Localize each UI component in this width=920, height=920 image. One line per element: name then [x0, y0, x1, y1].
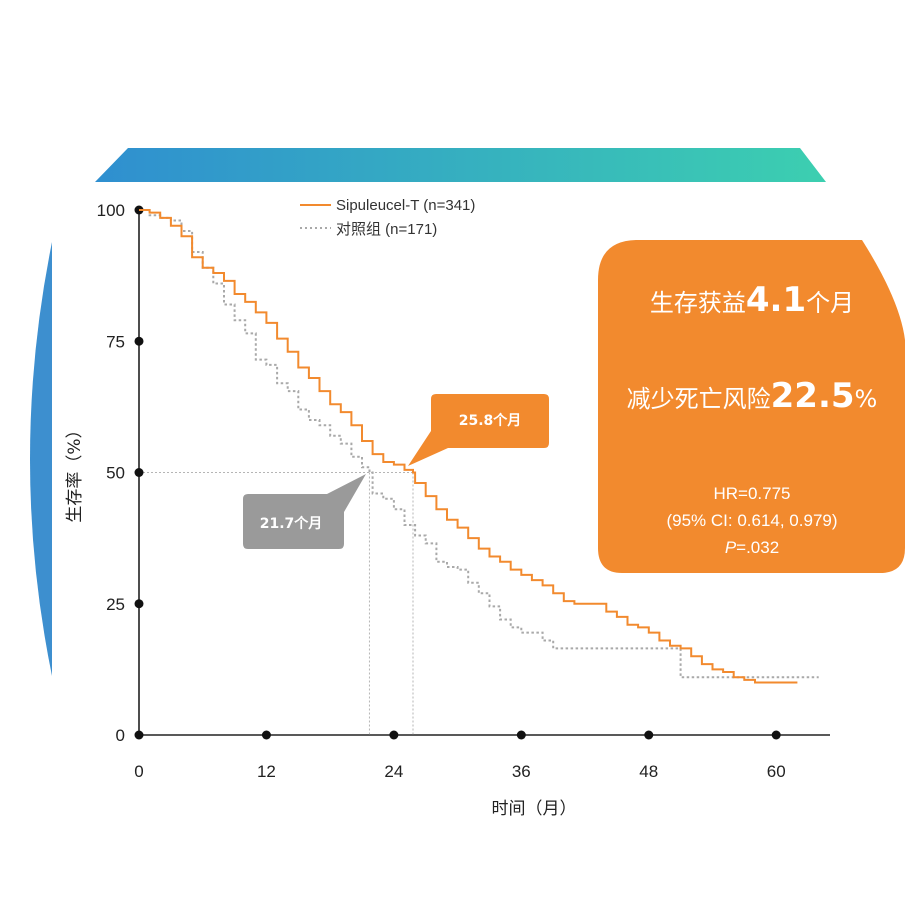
axis-ticks: 0 25 50 75 100 0 12 24 36 48 60 — [97, 201, 786, 781]
y-tick-dot — [134, 599, 144, 609]
x-axis-title: 时间（月） — [492, 799, 577, 819]
decorative-top-banner — [95, 148, 826, 182]
hazard-ratio-text: HR=0.775 — [713, 484, 790, 503]
callout-text-control: 21.7个月 — [260, 515, 323, 532]
y-tick-label: 75 — [106, 332, 125, 351]
median-reference-lines — [139, 472, 414, 735]
y-tick-dot — [134, 336, 144, 346]
callout-box-orange — [408, 394, 549, 466]
y-tick-label: 25 — [106, 595, 125, 614]
x-tick-label: 60 — [767, 762, 786, 781]
confidence-interval-text: (95% CI: 0.614, 0.979) — [666, 511, 837, 530]
y-tick-label: 100 — [97, 201, 125, 220]
x-tick-label: 0 — [134, 762, 143, 781]
median-callout-control: 21.7个月 — [243, 474, 366, 549]
x-tick-label: 36 — [512, 762, 531, 781]
y-tick-label: 0 — [116, 726, 125, 745]
decorative-side-arc — [30, 242, 52, 676]
x-tick-dot — [644, 730, 654, 740]
x-tick-dot — [771, 730, 781, 740]
callout-box-gray — [243, 474, 366, 549]
survival-curves — [139, 209, 819, 684]
y-tick-dot — [134, 730, 144, 740]
x-tick-label: 12 — [257, 762, 276, 781]
legend-label-sipuleucel: Sipuleucel-T (n=341) — [336, 197, 475, 214]
stats-box: 生存获益4.1个月 减少死亡风险22.5% HR=0.775 (95% CI: … — [598, 240, 905, 573]
y-tick-dot — [134, 468, 144, 477]
survival-benefit-text: 生存获益4.1个月 — [650, 280, 854, 320]
control-curve — [139, 209, 819, 679]
x-tick-dot — [261, 730, 271, 740]
legend: Sipuleucel-T (n=341) 对照组 (n=171) — [300, 197, 475, 238]
x-tick-label: 24 — [384, 762, 403, 781]
stats-box-background — [598, 240, 905, 573]
y-tick-label: 50 — [106, 464, 125, 483]
x-tick-label: 48 — [639, 762, 658, 781]
callout-text-sipuleucel: 25.8个月 — [459, 412, 522, 429]
p-value-text: P=.032 — [725, 538, 779, 557]
sipuleucel-curve — [139, 209, 798, 684]
y-axis-title: 生存率（%） — [65, 421, 85, 522]
x-tick-dot — [516, 730, 526, 740]
risk-reduction-text: 减少死亡风险22.5% — [627, 376, 878, 416]
legend-label-control: 对照组 (n=171) — [336, 221, 437, 238]
median-callout-sipuleucel: 25.8个月 — [408, 394, 549, 466]
x-tick-dot — [389, 730, 399, 740]
